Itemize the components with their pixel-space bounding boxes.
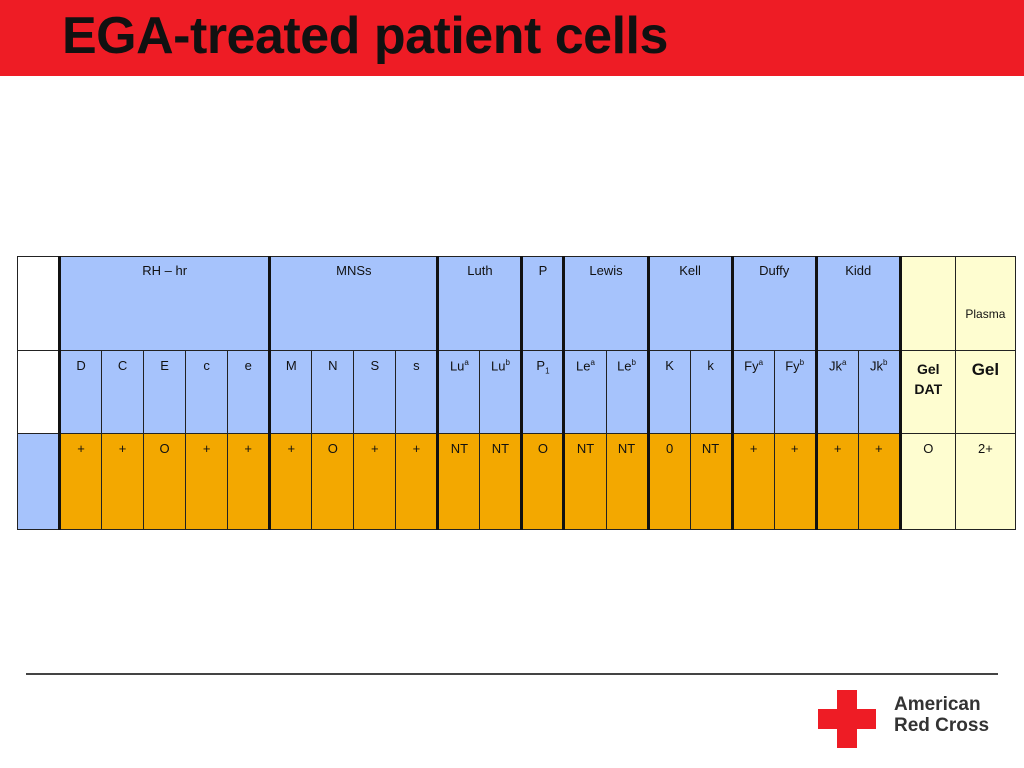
antigen-header: Lea	[563, 350, 607, 434]
antigen-header: S	[353, 350, 397, 434]
antigen-header: Fya	[731, 350, 775, 434]
logo-line-1: American	[894, 694, 981, 715]
group-header-luth: Luth	[437, 256, 524, 351]
result-cell: O	[143, 433, 187, 530]
result-cell: NT	[563, 433, 607, 530]
antigen-header: s	[395, 350, 440, 434]
group-header-rh: RH – hr	[59, 256, 272, 351]
corner-cell	[16, 256, 62, 351]
group-header-kidd: Kidd	[815, 256, 902, 351]
antigram-table: RH – hr MNSs Luth P Lewis Kell Duffy Kid…	[16, 256, 1017, 530]
antigen-header: c	[185, 350, 229, 434]
antigen-header: P1	[521, 350, 566, 434]
footer-divider	[26, 673, 998, 675]
antigen-header: D	[59, 350, 103, 434]
result-cell: +	[395, 433, 440, 530]
antigen-header: C	[101, 350, 145, 434]
antigen-header: Jka	[815, 350, 859, 434]
antigen-header: Lua	[437, 350, 481, 434]
antigen-header: e	[227, 350, 272, 434]
result-cell: NT	[605, 433, 650, 530]
red-cross-logo: American Red Cross	[818, 690, 989, 748]
title-bar	[0, 0, 1024, 76]
group-header-mnss: MNSs	[269, 256, 440, 351]
gel-dat-header: Gel DAT	[899, 350, 956, 434]
group-header-kell: Kell	[647, 256, 734, 351]
logo-line-2: Red Cross	[894, 715, 990, 736]
antigen-header: Leb	[605, 350, 650, 434]
result-cell: NT	[689, 433, 734, 530]
antigen-header: Lub	[479, 350, 524, 434]
group-header-p: P	[521, 256, 566, 351]
page-title: EGA-treated patient cells	[62, 7, 668, 65]
gel-header: Gel	[954, 350, 1017, 434]
result-cell: +	[227, 433, 272, 530]
result-cell: +	[353, 433, 397, 530]
result-cell: O	[521, 433, 566, 530]
logo-text: American Red Cross	[894, 694, 989, 736]
antigen-header: Fyb	[773, 350, 818, 434]
red-cross-icon	[818, 690, 876, 748]
result-cell: 0	[647, 433, 691, 530]
antigen-header: Jkb	[857, 350, 902, 434]
group-header-lewis: Lewis	[563, 256, 650, 351]
antigen-header: E	[143, 350, 187, 434]
result-cell: +	[185, 433, 229, 530]
antigen-header: k	[689, 350, 734, 434]
result-cell: +	[59, 433, 103, 530]
group-header-duffy: Duffy	[731, 256, 818, 351]
row-label-cell	[16, 350, 62, 434]
row-label-cell	[16, 433, 62, 530]
gel-value: 2+	[954, 433, 1017, 530]
group-header-row: RH – hr MNSs Luth P Lewis Kell Duffy Kid…	[16, 256, 1017, 351]
result-cell: +	[773, 433, 818, 530]
antigen-header: K	[647, 350, 691, 434]
result-cell: +	[815, 433, 859, 530]
gel-dat-value: O	[899, 433, 956, 530]
gel-dat-header-blank	[899, 256, 956, 351]
antigen-header: N	[311, 350, 355, 434]
antigen-header: M	[269, 350, 313, 434]
result-cell: +	[269, 433, 313, 530]
result-row: + + O + + + O + + NT NT O NT NT 0 NT + + + + O 2+	[16, 433, 1017, 530]
plasma-header: Plasma	[954, 256, 1017, 351]
result-cell: NT	[479, 433, 524, 530]
result-cell: O	[311, 433, 355, 530]
result-cell: +	[101, 433, 145, 530]
result-cell: +	[857, 433, 902, 530]
result-cell: NT	[437, 433, 481, 530]
result-cell: +	[731, 433, 775, 530]
